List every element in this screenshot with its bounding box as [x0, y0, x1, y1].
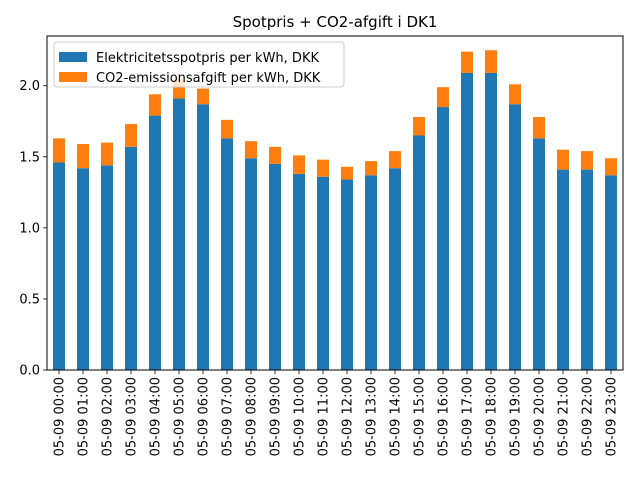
x-axis: 05-09 00:00 05-09 01:00 05-09 02:00 05-09 0…	[53, 370, 620, 456]
bar-spotpris-2	[101, 165, 113, 370]
bar-spotpris-8	[245, 158, 257, 370]
bar-co2-23	[605, 158, 617, 176]
bar-co2-11	[317, 159, 329, 177]
bar-spotpris-14	[389, 168, 401, 370]
bar-co2-19	[509, 84, 521, 105]
bar-co2-7	[221, 119, 233, 139]
bar-spotpris-21	[557, 169, 569, 370]
bar-spotpris-5	[173, 98, 185, 371]
bar-co2-18	[485, 50, 497, 73]
bar-spotpris-18	[485, 72, 497, 371]
bar-co2-17	[461, 51, 473, 73]
legend-label-co2: CO2-emissionsafgift per kWh, DKK	[96, 71, 321, 86]
chart-title: Spotpris + CO2-afgift i DK1	[233, 13, 438, 31]
bar-co2-9	[269, 146, 281, 164]
bar-spotpris-12	[341, 179, 353, 370]
bar-spotpris-20	[533, 138, 545, 370]
plot-frame	[46, 35, 624, 371]
bar-co2-21	[557, 149, 569, 170]
y-axis: 0.0 0.5 1.0 1.5 2.0	[19, 79, 47, 379]
bar-spotpris-3	[125, 146, 137, 370]
y-tick-label: 0.5	[19, 292, 40, 307]
x-tick-label: 05-09 05:00	[173, 377, 188, 456]
x-tick-label: 05-09 20:00	[533, 377, 548, 456]
y-tick-label: 2.0	[19, 79, 40, 94]
x-tick-label: 05-09 21:00	[557, 377, 572, 456]
bar-spotpris-1	[77, 168, 89, 370]
bar-co2-13	[365, 161, 377, 176]
bar-spotpris-23	[605, 175, 617, 370]
x-tick-label: 05-09 06:00	[197, 377, 212, 456]
bar-co2-10	[293, 155, 305, 174]
bar-spotpris-4	[149, 115, 161, 370]
bar-spotpris-6	[197, 104, 209, 370]
x-tick-label: 05-09 13:00	[365, 377, 380, 456]
x-tick-label: 05-09 07:00	[221, 377, 236, 456]
x-tick-label: 05-09 09:00	[269, 377, 284, 456]
bar-spotpris-16	[437, 107, 449, 370]
legend-swatch-co2	[59, 72, 87, 82]
bar-co2-6	[197, 88, 209, 105]
y-tick-label: 1.5	[19, 150, 40, 165]
bar-co2-8	[245, 141, 257, 159]
legend-label-spotpris: Elektricitetsspotpris per kWh, DKK	[96, 51, 319, 66]
bar-spotpris-10	[293, 173, 305, 370]
x-tick-label: 05-09 17:00	[461, 377, 476, 456]
bar-co2-4	[149, 94, 161, 116]
x-tick-label: 05-09 10:00	[293, 377, 308, 456]
x-tick-label: 05-09 15:00	[413, 377, 428, 456]
bar-spotpris-0	[53, 162, 65, 370]
x-tick-label: 05-09 22:00	[581, 377, 596, 456]
bar-spotpris-9	[269, 163, 281, 370]
bar-co2-0	[53, 138, 65, 163]
x-tick-label: 05-09 08:00	[245, 377, 260, 456]
legend: Elektricitetsspotpris per kWh, DKK CO2-e…	[53, 41, 345, 88]
bar-co2-20	[533, 117, 545, 139]
x-tick-label: 05-09 03:00	[125, 377, 140, 456]
bar-spotpris-19	[509, 104, 521, 370]
x-tick-label: 05-09 02:00	[101, 377, 116, 456]
x-tick-label: 05-09 11:00	[317, 377, 332, 456]
bars-group	[53, 50, 617, 371]
x-tick-label: 05-09 12:00	[341, 377, 356, 456]
y-tick-label: 0.0	[19, 364, 40, 379]
bar-spotpris-15	[413, 135, 425, 370]
bar-co2-14	[389, 151, 401, 169]
x-tick-label: 05-09 01:00	[77, 377, 92, 456]
bar-co2-2	[101, 142, 113, 166]
bar-co2-12	[341, 166, 353, 180]
bar-co2-16	[437, 87, 449, 108]
bar-co2-15	[413, 117, 425, 136]
x-tick-label: 05-09 23:00	[605, 377, 620, 456]
x-tick-label: 05-09 18:00	[485, 377, 500, 456]
x-tick-label: 05-09 00:00	[53, 377, 68, 456]
bar-co2-1	[77, 144, 89, 169]
bar-co2-3	[125, 124, 137, 147]
bar-co2-22	[581, 151, 593, 170]
bar-spotpris-22	[581, 169, 593, 370]
legend-box	[53, 41, 345, 88]
y-tick-label: 1.0	[19, 221, 40, 236]
bar-spotpris-11	[317, 176, 329, 370]
bar-spotpris-13	[365, 175, 377, 370]
x-tick-label: 05-09 14:00	[389, 377, 404, 456]
legend-swatch-spotpris	[59, 52, 87, 62]
x-tick-label: 05-09 04:00	[149, 377, 164, 456]
x-tick-label: 05-09 16:00	[437, 377, 452, 456]
bar-spotpris-7	[221, 138, 233, 370]
x-tick-label: 05-09 19:00	[509, 377, 524, 456]
bar-spotpris-17	[461, 72, 473, 371]
